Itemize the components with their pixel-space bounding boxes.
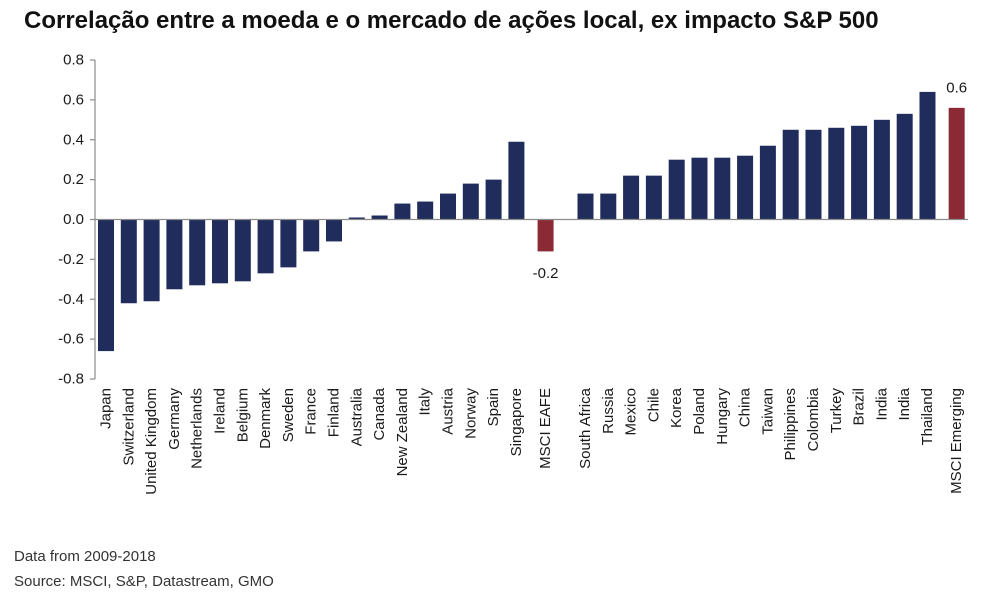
bar-united-kingdom (143, 219, 160, 302)
bar-russia (600, 193, 617, 220)
bar-chile (645, 175, 662, 220)
x-tick-label-germany: Germany (166, 388, 183, 450)
x-tick-label-china: China (737, 387, 754, 427)
bar-brazil (851, 125, 868, 220)
bar-south-africa (577, 193, 594, 220)
bar-italy (417, 201, 434, 220)
x-tick-label-india-2: India (896, 387, 913, 420)
bar-netherlands (189, 219, 206, 286)
bar-france (303, 219, 320, 252)
x-tick-label-russia: Russia (600, 387, 617, 434)
bar-new-zealand (394, 203, 411, 220)
bar-sweden (280, 219, 297, 268)
x-tick-label-msci-eafe: MSCI EAFE (537, 388, 554, 469)
bar-australia (348, 217, 365, 220)
bar-korea (668, 159, 685, 220)
x-tick-label-united-kingdom: United Kingdom (143, 388, 160, 495)
bars-group (98, 91, 965, 352)
y-tick-label: 0.6 (63, 91, 84, 108)
bar-msci-eafe (537, 219, 554, 252)
bar-norway (462, 183, 479, 220)
x-tick-label-new-zealand: New Zealand (394, 388, 411, 476)
data-label-msci-eafe: -0.2 (533, 265, 559, 282)
bar-switzerland (120, 219, 137, 304)
bar-hungary (714, 157, 731, 220)
bar-singapore (508, 141, 525, 220)
y-tick-label: 0.8 (63, 52, 84, 69)
bar-germany (166, 219, 183, 290)
x-tick-label-switzerland: Switzerland (120, 388, 137, 466)
data-label-msci-emerging: 0.6 (946, 79, 967, 96)
x-tick-label-india: India (873, 387, 890, 420)
bar-philippines (782, 129, 799, 220)
bar-japan (98, 219, 114, 352)
x-tick-label-sweden: Sweden (280, 388, 297, 442)
x-tick-label-colombia: Colombia (805, 387, 822, 451)
x-tick-label-netherlands: Netherlands (189, 388, 206, 469)
x-tick-label-canada: Canada (371, 387, 388, 440)
x-tick-label-brazil: Brazil (851, 388, 868, 426)
x-tick-label-italy: Italy (417, 388, 434, 416)
x-tick-label-austria: Austria (440, 387, 457, 434)
x-tick-label-finland: Finland (326, 388, 343, 437)
chart-title: Correlação entre a moeda e o mercado de … (24, 7, 879, 34)
y-tick-label: -0.6 (58, 331, 84, 348)
bar-belgium (234, 219, 251, 282)
bar-canada (371, 215, 388, 220)
x-tick-label-korea: Korea (668, 387, 685, 428)
x-tick-label-thailand: Thailand (919, 388, 936, 446)
x-tick-label-france: France (303, 388, 320, 435)
labels-group: Japan Switzerland United Kingdom Germany Net… (58, 52, 967, 495)
x-tick-label-poland: Poland (691, 388, 708, 435)
bar-poland (691, 157, 708, 220)
bar-msci-emerging (948, 107, 965, 220)
x-tick-label-msci-emerging: MSCI Emerging (948, 388, 965, 494)
x-tick-label-belgium: Belgium (234, 388, 251, 442)
x-tick-label-singapore: Singapore (508, 388, 525, 456)
data-period-note: Data from 2009-2018 (14, 548, 156, 565)
x-tick-label-taiwan: Taiwan (759, 388, 776, 435)
x-tick-label-norway: Norway (462, 388, 479, 439)
y-tick-label: -0.8 (58, 371, 84, 388)
y-tick-label: -0.2 (58, 251, 84, 268)
bar-mexico (623, 175, 640, 220)
x-tick-label-japan: Japan (98, 388, 115, 429)
bar-turkey (828, 127, 845, 220)
bar-india-2 (896, 113, 913, 220)
x-tick-label-australia: Australia (348, 387, 365, 446)
axes-group (90, 59, 968, 380)
x-tick-label-hungary: Hungary (714, 388, 731, 445)
bar-ireland (212, 219, 228, 284)
bar-taiwan (759, 145, 776, 220)
x-tick-label-ireland: Ireland (212, 388, 229, 434)
x-tick-label-mexico: Mexico (623, 388, 640, 436)
bar-india (873, 119, 890, 220)
x-tick-label-south-africa: South Africa (577, 387, 594, 469)
y-tick-label: 0.2 (63, 171, 84, 188)
bar-colombia (805, 129, 822, 220)
bar-austria (440, 193, 456, 220)
y-tick-label: 0.0 (63, 211, 84, 228)
source-note: Source: MSCI, S&P, Datastream, GMO (14, 573, 274, 590)
y-tick-label: 0.4 (63, 131, 84, 148)
bar-china (737, 155, 754, 220)
y-tick-label: -0.4 (58, 291, 84, 308)
bar-spain (485, 179, 502, 220)
x-tick-label-spain: Spain (485, 388, 502, 426)
x-tick-label-philippines: Philippines (782, 388, 799, 461)
x-tick-label-turkey: Turkey (828, 388, 845, 434)
bar-thailand (919, 91, 936, 220)
x-tick-label-denmark: Denmark (257, 388, 274, 449)
bar-finland (326, 219, 342, 242)
bar-denmark (257, 219, 274, 274)
x-tick-label-chile: Chile (645, 388, 662, 422)
